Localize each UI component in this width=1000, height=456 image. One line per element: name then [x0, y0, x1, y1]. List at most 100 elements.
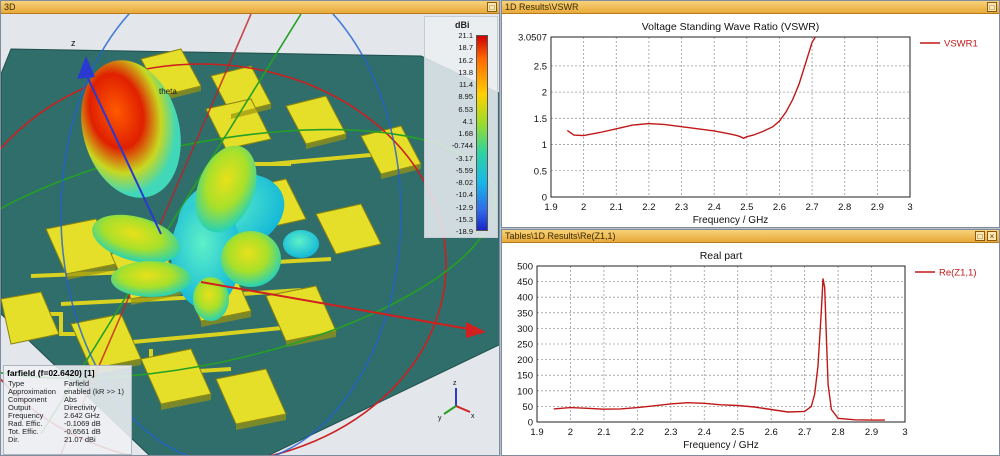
vswr-chart[interactable]: Voltage Standing Wave Ratio (VSWR) 0 0.5 1 1…: [502, 14, 1000, 228]
info-row: Type Farfield: [4, 380, 131, 388]
farfield-3d-view[interactable]: z theta z x y: [1, 14, 500, 456]
x-axis-label: Frequency / GHz: [693, 215, 769, 226]
colorbar-tick-label: -10.4: [455, 190, 473, 200]
y-tick-label: 100: [517, 386, 533, 397]
x-tick-label: 2.3: [664, 427, 677, 438]
svg-text:y: y: [438, 415, 442, 422]
panel-real-title: Tables\1D Results\Re(Z1,1): [505, 231, 616, 241]
info-value: Abs: [64, 395, 77, 404]
series-line: [566, 36, 816, 140]
x-tick-label: 2: [581, 202, 586, 213]
info-row: Output Directivity: [4, 404, 131, 412]
maximize-button[interactable]: □: [987, 2, 997, 12]
info-row: Approximation enabled (kR >> 1): [4, 388, 131, 396]
info-key: Rad. Effic.: [8, 419, 43, 428]
colorbar-tick-label: 13.8: [458, 67, 473, 77]
info-value: 2.642 GHz: [64, 411, 100, 420]
info-row: Frequency 2.642 GHz: [4, 412, 131, 420]
y-tick-label: 0: [542, 193, 547, 204]
x-tick-label: 1.9: [544, 202, 557, 213]
legend-label: VSWR1: [944, 39, 978, 50]
x-tick-label: 2.1: [610, 202, 623, 213]
x-tick-label: 2.8: [831, 427, 844, 438]
colorbar-tick-label: -18.9: [455, 227, 473, 236]
chart-title: Real part: [700, 250, 743, 262]
maximize-button[interactable]: □: [975, 231, 985, 241]
y-tick-label: 1: [542, 140, 547, 151]
legend-label: Re(Z1,1): [939, 268, 976, 279]
x-axis-label: Frequency / GHz: [683, 440, 759, 451]
info-value: Farfield: [64, 379, 90, 388]
info-value: enabled (kR >> 1): [64, 387, 125, 396]
series-line: [553, 278, 885, 421]
colorbar-tick-label: 18.7: [458, 43, 473, 53]
colorbar-tick-label: -8.02: [455, 178, 473, 187]
z-axis: z: [71, 38, 162, 235]
panel-vswr-titlebar[interactable]: 1D Results\VSWR □: [502, 1, 999, 14]
colorbar-tick-label: 8.95: [458, 92, 473, 102]
y-tick-label: 150: [517, 371, 533, 382]
y-tick-label: 2: [542, 88, 547, 99]
x-tick-label: 2.8: [838, 202, 851, 213]
info-key: Approximation: [8, 387, 56, 396]
real-part-chart[interactable]: Real part 0 50 100 150 200 250 300 350 400 450 500 1…: [502, 243, 1000, 456]
x-tick-label: 1.9: [530, 427, 543, 438]
x-tick-label: 2.9: [865, 427, 878, 438]
z-axis-label: z: [71, 38, 76, 48]
x-tick-label: 3: [907, 202, 912, 213]
x-tick-label: 2.5: [731, 427, 744, 438]
y-tick-label: 2.5: [534, 61, 547, 72]
theta-label: theta: [159, 87, 177, 96]
colorbar-tick-label: 16.2: [458, 55, 473, 65]
maximize-button[interactable]: □: [487, 2, 497, 12]
x-tick-label: 2.4: [698, 427, 711, 438]
panel-real-titlebar[interactable]: Tables\1D Results\Re(Z1,1) □ ×: [502, 230, 999, 243]
colorbar-tick-label: 1.68: [458, 129, 473, 138]
colorbar-tick-label: -5.59: [455, 165, 473, 175]
panel-vswr[interactable]: 1D Results\VSWR □ Voltage Standing Wave …: [501, 0, 1000, 228]
colorbar-unit: dBi: [455, 20, 470, 30]
y-tick-label: 0.5: [534, 166, 547, 177]
panel-3d-title: 3D: [4, 2, 16, 12]
x-tick-label: 3: [902, 427, 907, 438]
info-key: Component: [8, 395, 47, 404]
x-tick-label: 2.7: [805, 202, 818, 213]
x-tick-label: 2.2: [631, 427, 644, 438]
y-tick-label: 300: [517, 324, 533, 335]
colorbar-gradient: [476, 35, 488, 231]
y-tick-label: 1.5: [534, 114, 547, 125]
info-row: Component Abs: [4, 396, 131, 404]
info-key: Type: [8, 379, 25, 388]
x-tick-label: 2.6: [765, 427, 778, 438]
x-tick-label: 2: [568, 427, 573, 438]
info-value: 21.07 dBi: [64, 435, 96, 444]
x-tick-label: 2.6: [773, 202, 786, 213]
info-value: -0.1069 dB: [64, 419, 101, 428]
x-tick-label: 2.3: [675, 202, 688, 213]
svg-text:x: x: [471, 413, 475, 420]
y-tick-label: 500: [517, 262, 533, 273]
panel-3d-titlebar[interactable]: 3D □: [1, 1, 499, 14]
panel-vswr-title: 1D Results\VSWR: [505, 2, 579, 12]
panel-real-part[interactable]: Tables\1D Results\Re(Z1,1) □ × Real part…: [501, 229, 1000, 456]
colorbar-tick-label: -3.17: [455, 153, 473, 163]
farfield-pattern: [81, 60, 319, 321]
close-button[interactable]: ×: [987, 231, 997, 241]
plot-frame: [536, 265, 906, 423]
colorbar-legend: dBi 21.1 18.7 16.2 13.8 11.4 8.95 6.53 4.1 1.68 -…: [424, 16, 498, 238]
y-tick-label: 50: [522, 402, 533, 413]
x-axis: [200, 281, 486, 338]
info-value: Directivity: [64, 403, 97, 412]
panel-3d[interactable]: 3D □: [0, 0, 500, 456]
info-row: Tot. Effic. -0.6561 dB: [4, 428, 131, 436]
info-key: Dir.: [8, 435, 20, 444]
chart-title: Voltage Standing Wave Ratio (VSWR): [642, 21, 820, 33]
info-key: Frequency: [8, 411, 44, 420]
x-tick-label: 2.2: [642, 202, 655, 213]
colorbar-tick-label: -12.9: [455, 202, 473, 212]
info-value: -0.6561 dB: [64, 427, 101, 436]
orientation-triad-icon: z x y: [438, 380, 475, 422]
info-row: Dir. 21.07 dBi: [4, 436, 131, 444]
y-tick-label: 0: [528, 418, 533, 429]
x-tick-label: 2.5: [740, 202, 753, 213]
